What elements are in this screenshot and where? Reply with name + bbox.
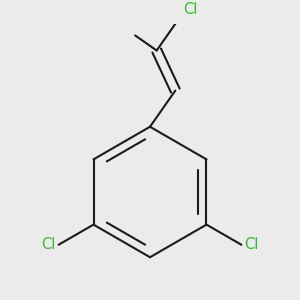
- Text: Cl: Cl: [183, 2, 197, 17]
- Text: Cl: Cl: [244, 237, 259, 252]
- Text: Cl: Cl: [41, 237, 56, 252]
